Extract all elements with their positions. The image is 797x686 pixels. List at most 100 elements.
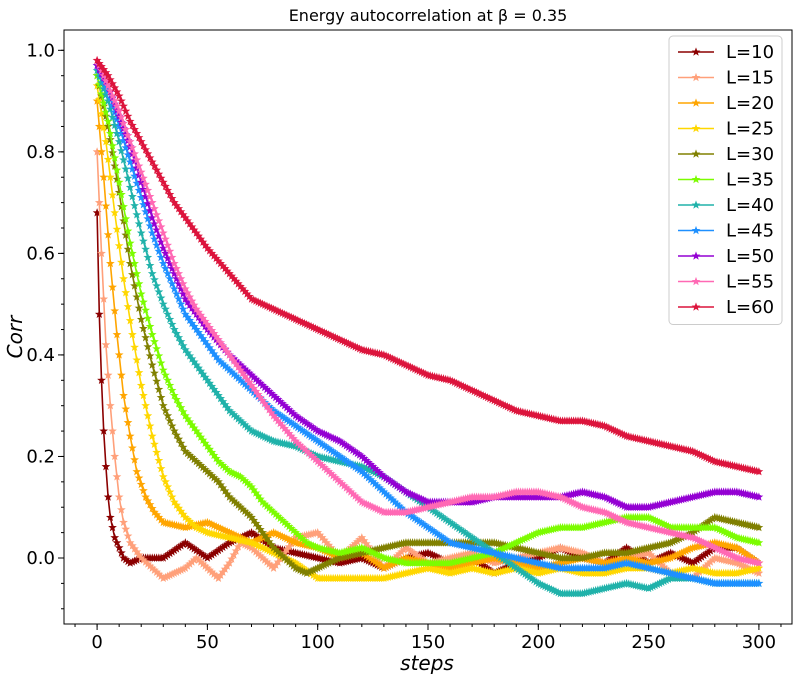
data-point [300, 444, 309, 454]
data-point [319, 560, 329, 569]
data-point [421, 521, 431, 530]
data-point [266, 540, 276, 549]
data-point [207, 567, 217, 576]
data-point [161, 264, 170, 273]
data-point [121, 288, 131, 297]
data-point [350, 462, 360, 471]
data-point [158, 553, 168, 562]
data-point [646, 582, 656, 592]
data-point [273, 395, 283, 404]
data-point [229, 496, 239, 505]
data-point [286, 523, 296, 533]
data-point [496, 545, 506, 554]
data-point [114, 241, 124, 250]
data-point [293, 412, 303, 422]
data-point [706, 557, 715, 566]
data-point [99, 65, 109, 74]
data-point [271, 413, 281, 423]
data-point [264, 537, 274, 546]
data-point [236, 281, 245, 291]
data-point [233, 279, 243, 288]
data-point [130, 342, 139, 352]
data-point [275, 549, 285, 558]
data-point [258, 497, 267, 506]
data-point [178, 279, 188, 288]
data-point [130, 455, 139, 464]
data-point [474, 537, 484, 546]
data-point [203, 243, 212, 253]
data-point [253, 535, 263, 544]
data-point [372, 558, 382, 568]
data-point [134, 279, 144, 288]
data-point [280, 413, 289, 423]
data-point [242, 478, 252, 487]
data-point [134, 550, 144, 559]
data-point [743, 550, 753, 560]
data-point [359, 469, 369, 478]
data-point [264, 503, 274, 512]
data-point [103, 116, 113, 126]
data-point [359, 453, 369, 463]
data-point [262, 534, 272, 543]
data-point [119, 136, 128, 145]
data-point [233, 362, 243, 371]
data-point [121, 106, 131, 115]
data-point [169, 198, 179, 207]
data-point [350, 491, 360, 500]
data-point [247, 385, 256, 395]
data-point [657, 560, 667, 569]
data-point [147, 269, 157, 278]
data-point [169, 284, 179, 293]
data-point [150, 368, 159, 377]
data-point [516, 566, 526, 575]
data-point [306, 450, 316, 460]
data-point [370, 479, 380, 488]
data-point [368, 555, 378, 565]
data-point [392, 481, 402, 490]
data-point [377, 470, 387, 479]
data-point [238, 504, 248, 513]
data-point [101, 462, 111, 471]
data-point [209, 384, 219, 394]
data-point [147, 157, 157, 166]
data-point [353, 493, 362, 502]
data-point [401, 543, 411, 552]
data-point [511, 563, 521, 572]
data-point [152, 376, 162, 386]
data-point [361, 471, 371, 480]
data-point [176, 541, 186, 550]
data-point [103, 81, 113, 90]
data-point [139, 297, 148, 306]
data-point [317, 533, 327, 542]
data-point [414, 496, 424, 505]
data-point [754, 467, 764, 476]
data-point [194, 555, 203, 564]
data-point [110, 99, 120, 108]
data-point [754, 522, 764, 532]
data-point [659, 562, 669, 571]
data-point [271, 407, 281, 417]
data-point [529, 575, 539, 585]
data-point [112, 472, 122, 481]
data-point [255, 378, 265, 388]
data-point [302, 568, 312, 577]
data-point [339, 439, 349, 448]
data-point [225, 558, 234, 567]
data-point [280, 517, 289, 527]
data-point [306, 421, 316, 431]
data-point [134, 133, 144, 142]
data-point [293, 560, 303, 569]
data-point [220, 264, 230, 273]
data-point [174, 542, 184, 552]
data-point [284, 521, 294, 531]
data-point [247, 543, 256, 552]
data-point [110, 306, 120, 315]
data-point [278, 421, 287, 430]
data-point [143, 496, 153, 505]
data-point [158, 472, 168, 481]
data-point [205, 343, 214, 352]
data-point [180, 512, 190, 522]
data-point [214, 355, 223, 364]
data-point [97, 78, 106, 87]
data-point [94, 198, 104, 207]
